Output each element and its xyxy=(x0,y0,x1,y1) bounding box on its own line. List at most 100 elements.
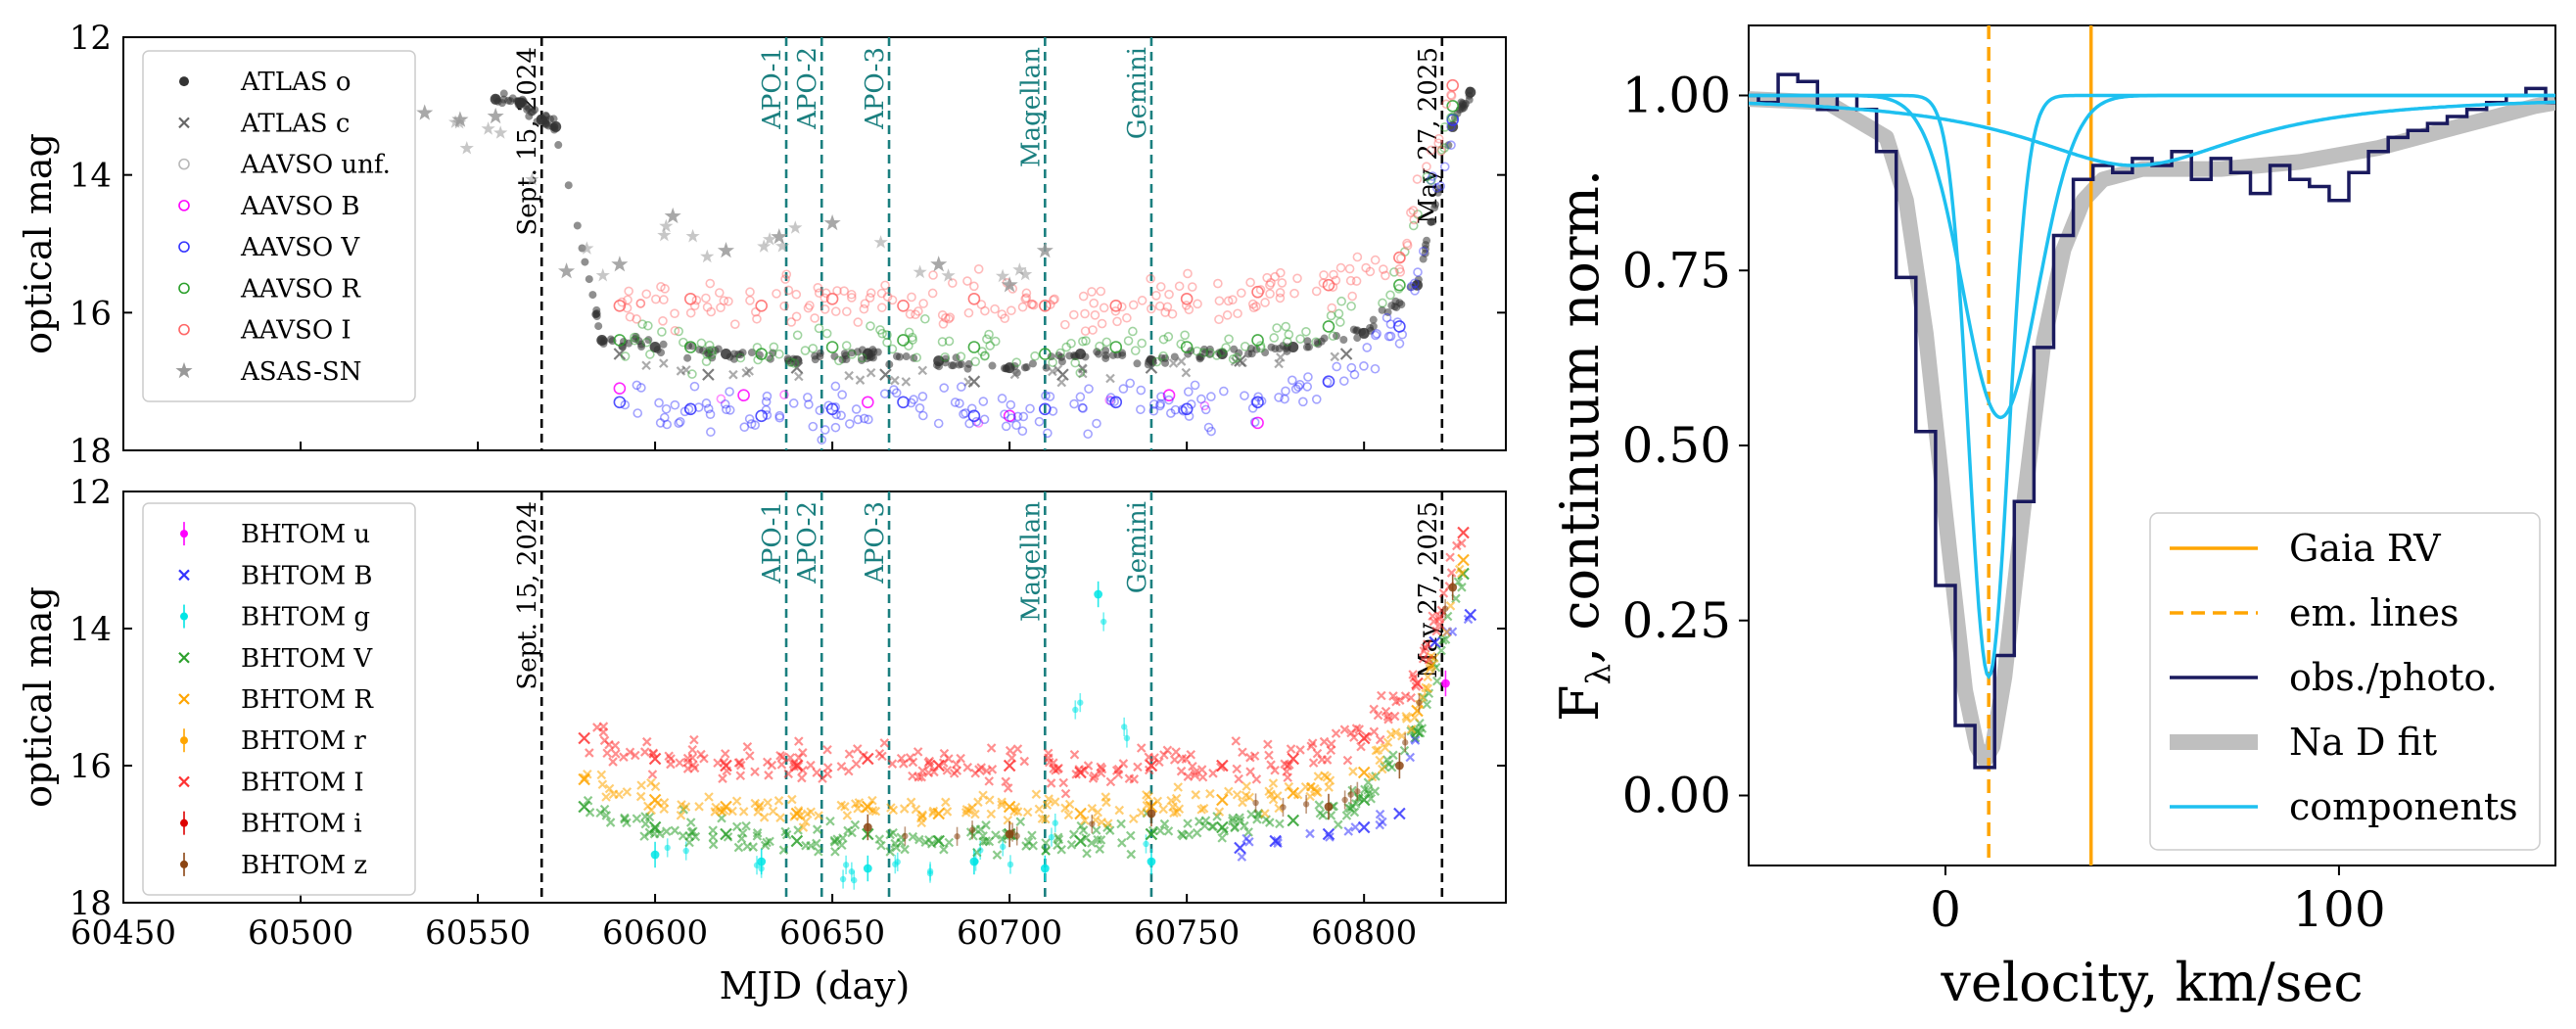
series-atlas-o-point xyxy=(1332,332,1340,341)
series-bhtom-v-point xyxy=(1117,838,1127,848)
series-aavso-i-point xyxy=(1180,292,1194,305)
series-bhtom-r-point xyxy=(1152,796,1163,807)
series-bhtom-i-point xyxy=(949,769,960,778)
series-aavso-v-point xyxy=(739,422,750,432)
series-bhtom-r-point xyxy=(1284,781,1294,792)
series-aavso-r-point xyxy=(755,348,768,360)
series-atlas-c-point xyxy=(659,358,669,368)
series-bhtom-i-point xyxy=(942,766,953,775)
top-legend-marker xyxy=(178,241,190,253)
series-aavso-v-point xyxy=(1397,329,1408,340)
series-aavso-v-group xyxy=(613,114,1459,445)
series-atlas-o-point xyxy=(1303,337,1312,346)
series-aavso-i-point xyxy=(882,292,893,302)
top-date-label: Sept. 15, 2024 xyxy=(513,47,542,236)
series-aavso-r-point xyxy=(1311,337,1321,348)
series-aavso-i-point xyxy=(1370,255,1381,265)
series-aavso-i-point xyxy=(1441,99,1451,110)
right-plot-area xyxy=(1749,25,2555,865)
series-aavso-v-point xyxy=(1012,411,1023,422)
series-atlas-o-point xyxy=(1378,305,1386,314)
series-aavso-r-point xyxy=(657,327,667,337)
series-atlas-o-point xyxy=(729,354,738,363)
series-bhtom-r-point xyxy=(1196,805,1206,815)
series-bhtom-b-point xyxy=(1357,820,1371,834)
series-aavso-v-point xyxy=(830,381,841,392)
series-atlas-o-point xyxy=(1267,343,1276,351)
series-atlas-o-point xyxy=(847,349,856,357)
series-asas-sn-point xyxy=(416,104,434,120)
series-bhtom-v-point xyxy=(1155,825,1165,836)
series-bhtom-i-point xyxy=(1136,743,1147,753)
series-aavso-v-point xyxy=(674,418,683,429)
series-atlas-o-point xyxy=(816,349,824,357)
series-bhtom-v-point xyxy=(1163,826,1174,836)
series-bhtom-v-point xyxy=(1370,786,1381,796)
series-aavso-i-point xyxy=(1247,299,1258,309)
series-atlas-c-point xyxy=(741,368,751,378)
series-atlas-o-point xyxy=(1444,141,1453,150)
series-bhtom-i-point xyxy=(1145,759,1158,772)
series-asas-sn-point xyxy=(664,207,681,224)
series-aavso-i-point xyxy=(1351,276,1362,286)
series-atlas-c-point xyxy=(967,375,981,388)
series-bhtom-r-point xyxy=(676,810,686,820)
series-aavso-i-point xyxy=(635,298,646,308)
series-aavso-i-point xyxy=(1155,282,1166,292)
series-aavso-i-point xyxy=(963,307,974,318)
series-bhtom-i-point xyxy=(689,763,700,773)
component-line xyxy=(1749,93,2555,420)
series-bhtom-r-point xyxy=(970,809,980,819)
bottom-obs-label: APO-2 xyxy=(793,501,822,585)
series-bhtom-i-point xyxy=(1306,741,1317,751)
series-aavso-i-point xyxy=(820,293,830,304)
series-bhtom-b-point xyxy=(1237,852,1247,862)
series-atlas-o-point xyxy=(867,352,876,361)
series-atlas-o-point xyxy=(1314,340,1323,349)
series-bhtom-i-point xyxy=(625,747,635,758)
series-bhtom-v-point xyxy=(924,835,934,845)
series-bhtom-i-point xyxy=(1190,768,1200,777)
series-bhtom-i-point xyxy=(598,722,609,731)
series-bhtom-i-point xyxy=(735,760,746,771)
series-bhtom-g-point xyxy=(839,875,847,883)
series-atlas-o-point xyxy=(1235,349,1243,357)
series-bhtom-z-point xyxy=(1441,605,1449,612)
series-bhtom-r-point xyxy=(1044,794,1054,804)
series-bhtom-b-point xyxy=(1322,827,1335,841)
series-bhtom-g-point xyxy=(842,862,850,868)
series-bhtom-r-point xyxy=(622,787,632,797)
series-aavso-r-point xyxy=(841,341,852,351)
series-aavso-v-point xyxy=(1431,183,1442,193)
series-aavso-r-point xyxy=(1272,323,1282,333)
series-bhtom-v-point xyxy=(670,825,680,836)
series-bhtom-r-point xyxy=(601,792,611,802)
series-bhtom-v-point xyxy=(1066,840,1077,850)
series-bhtom-z-point xyxy=(1013,832,1020,840)
series-bhtom-g-point xyxy=(664,844,671,852)
series-bhtom-i-point xyxy=(648,752,662,766)
series-bhtom-r-point xyxy=(1292,789,1303,800)
series-aavso-v-point xyxy=(1338,376,1349,386)
series-aavso-v-point xyxy=(1435,181,1446,191)
series-aavso-v-point xyxy=(675,417,685,427)
series-aavso-r-point xyxy=(1346,301,1356,311)
top-legend-marker xyxy=(175,361,193,379)
series-aavso-v-point xyxy=(956,382,966,392)
series-aavso-r-point xyxy=(620,351,631,361)
series-aavso-r-point xyxy=(1385,290,1395,301)
series-aavso-v-point xyxy=(860,413,869,424)
series-aavso-i-point xyxy=(1255,285,1266,295)
series-bhtom-i-point xyxy=(1208,769,1218,778)
series-aavso-v-point xyxy=(613,396,627,409)
series-aavso-i-point xyxy=(897,299,910,312)
series-bhtom-i-point xyxy=(1418,653,1429,664)
series-aavso-v-point xyxy=(662,419,672,430)
series-bhtom-r-point xyxy=(1031,789,1042,800)
series-bhtom-r-point xyxy=(850,799,861,809)
series-bhtom-i-point xyxy=(641,736,652,747)
series-bhtom-i-point xyxy=(1058,777,1068,788)
series-atlas-c-point xyxy=(1048,366,1057,377)
series-aavso-r-point xyxy=(1232,352,1241,363)
series-aavso-r-point xyxy=(1217,347,1228,357)
